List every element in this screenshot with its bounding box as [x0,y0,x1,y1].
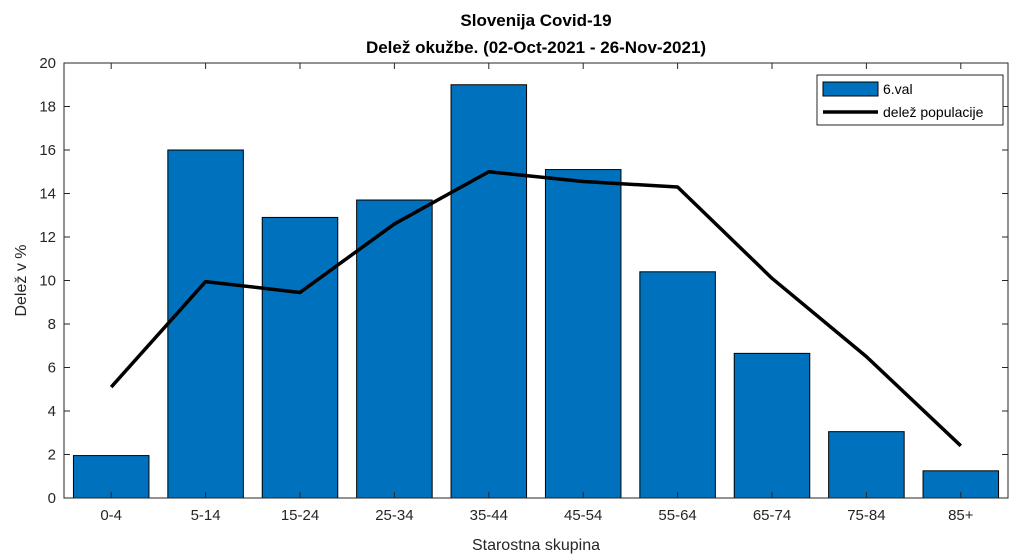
legend-swatch-bar [822,81,879,97]
chart-title: Slovenija Covid-19 [460,11,611,30]
x-tick-label: 65-74 [753,507,791,524]
chart-subtitle: Delež okužbe. (02-Oct-2021 - 26-Nov-2021… [366,38,706,57]
x-tick-label: 5-14 [191,507,221,524]
x-tick-label: 0-4 [100,507,122,524]
population-share-line [109,170,963,448]
x-tick-label: 45-54 [564,507,602,524]
x-tick-label: 75-84 [847,507,885,524]
bar-15-24 [261,216,339,499]
bar-5-14 [167,149,244,499]
y-tick-label: 18 [39,99,56,116]
bar-35-44 [450,84,528,499]
y-tick-label: 10 [39,273,56,290]
x-tick-label: 55-64 [658,507,696,524]
y-tick-label: 14 [39,186,56,203]
bar-0-4 [72,455,150,499]
x-tick-label: 15-24 [281,507,319,524]
bar-65-74 [733,352,811,499]
x-tick-label: 85+ [948,507,974,524]
y-tick-label: 6 [48,360,56,377]
bar-75-84 [828,431,905,499]
y-tick-label: 4 [48,403,56,420]
y-tick-label: 16 [39,142,56,159]
bar-25-34 [356,199,433,499]
y-tick-label: 2 [48,447,56,464]
legend-label-bar: 6.val [883,81,913,97]
legend-label-line: delež populacije [883,104,984,120]
y-tick-label: 0 [48,490,56,507]
y-tick-label: 8 [48,316,56,333]
bar-45-54 [544,169,622,499]
x-axis-label: Starostna skupina [472,537,600,554]
y-tick-label: 20 [39,55,56,72]
y-axis-label: Delež v % [13,244,30,316]
y-tick-label: 12 [39,229,56,246]
x-tick-label: 25-34 [375,507,413,524]
x-tick-label: 35-44 [470,507,508,524]
bar-55-64 [639,271,716,499]
